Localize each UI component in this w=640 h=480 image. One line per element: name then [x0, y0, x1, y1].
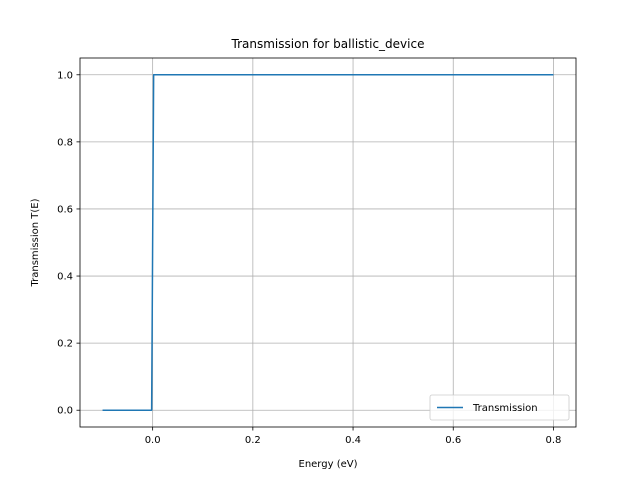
legend: Transmission: [429, 394, 570, 421]
x-axis-label: Energy (eV): [299, 459, 358, 470]
x-tick-label: 0.8: [546, 435, 562, 446]
x-tick-label: 0.0: [145, 435, 161, 446]
y-tick-label: 0.2: [57, 339, 73, 350]
x-tick-label: 0.6: [445, 435, 461, 446]
x-axis-ticks: 0.0 0.2 0.4 0.6 0.8: [145, 427, 562, 446]
series-group: [102, 74, 554, 411]
x-tick-label: 0.2: [245, 435, 261, 446]
y-tick-label: 0.4: [57, 272, 73, 283]
x-tick-label: 0.4: [345, 435, 361, 446]
legend-box: [429, 394, 570, 421]
legend-label: Transmission: [472, 403, 538, 414]
plot-frame: [79, 57, 577, 428]
series-line-transmission: [102, 74, 554, 411]
y-tick-label: 0.8: [57, 137, 73, 148]
y-axis-ticks: 0.0 0.2 0.4 0.6 0.8 1.0: [57, 70, 80, 417]
y-tick-label: 1.0: [57, 70, 73, 81]
y-tick-label: 0.0: [57, 406, 73, 417]
chart-title: Transmission for ballistic_device: [231, 37, 425, 51]
y-axis-label: Transmission T(E): [30, 198, 41, 287]
y-tick-label: 0.6: [57, 204, 73, 215]
